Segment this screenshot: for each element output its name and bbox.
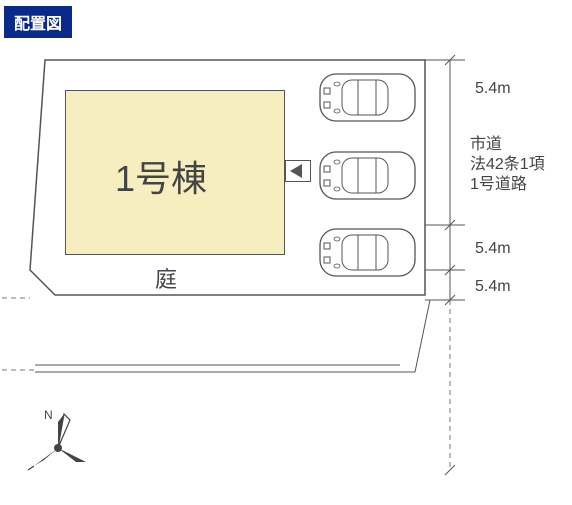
road-right-up — [415, 300, 430, 372]
road-label-line-2: 法42条1項 — [470, 155, 545, 175]
dim-text-1: 5.4m — [475, 80, 511, 98]
car-3 — [320, 229, 415, 276]
dim-text-3: 5.4m — [475, 278, 511, 296]
compass-n-label: N — [44, 408, 53, 422]
building-label: 1号棟 — [115, 150, 207, 202]
road-label: 市道 法42条1項 1号道路 — [470, 135, 545, 195]
garden-label: 庭 — [155, 262, 177, 294]
compass-icon — [28, 414, 86, 470]
car-1 — [320, 74, 415, 121]
road-label-line-1: 市道 — [470, 135, 545, 155]
diagram-canvas: 配置図 — [0, 0, 572, 505]
car-2 — [320, 152, 415, 199]
road-label-line-3: 1号道路 — [470, 175, 545, 195]
entrance-arrow-icon — [290, 164, 302, 178]
dim-text-2: 5.4m — [475, 240, 511, 258]
